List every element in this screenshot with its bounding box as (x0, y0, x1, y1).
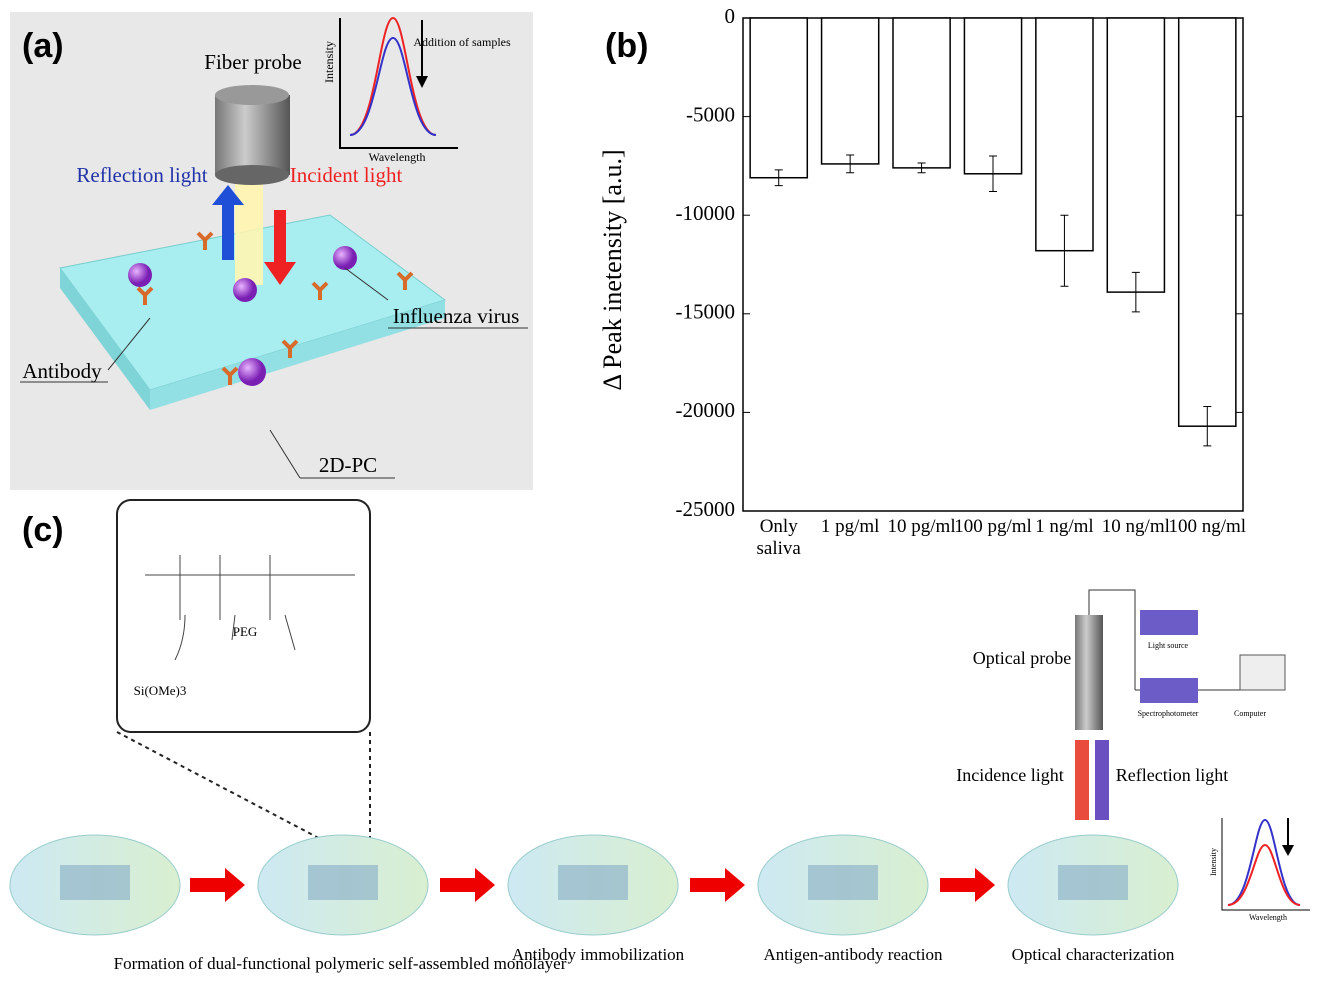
peg-label: PEG (233, 624, 258, 639)
computer-label: Computer (1234, 709, 1266, 718)
bar (1179, 18, 1236, 426)
inset-x: Wavelength (1249, 913, 1287, 922)
antibody-label: Antibody (22, 359, 102, 383)
panel-a: (a) Fiber probe Reflection light Inciden… (10, 12, 533, 490)
y-axis-label: Δ Peak inetensity [a.u.] (598, 149, 627, 390)
y-tick-label: -10000 (676, 201, 736, 225)
spectro-label: Spectrophotometer (1138, 709, 1199, 718)
y-tick-label: -15000 (676, 300, 736, 324)
virus-label: Influenza virus (393, 304, 520, 328)
bar (893, 18, 950, 168)
panel-label: (a) (22, 27, 64, 65)
step-label: Antibody immobilization (512, 945, 685, 964)
x-tick-label: 100 ng/ml (1162, 516, 1252, 538)
panel-c: (c) PEG Si(OMe)3 Optical probe Light sou… (10, 500, 1310, 973)
step-label: Antigen-antibody reaction (764, 945, 943, 964)
reflection-label: Reflection light (1116, 765, 1228, 785)
bar (1107, 18, 1164, 292)
inset-y: Intensity (1209, 848, 1218, 876)
source-label: Light source (1148, 641, 1189, 650)
y-tick-label: -25000 (676, 497, 736, 521)
bar (822, 18, 879, 164)
reflection-label: Reflection light (76, 163, 207, 187)
silane-label: Si(OMe)3 (134, 683, 187, 698)
probe-label: Fiber probe (204, 50, 301, 74)
inset-x: Wavelength (368, 150, 425, 164)
panel-b: (b) Δ Peak inetensity [a.u.] 0 -5000 -1000… (598, 4, 1243, 521)
inset-y: Intensity (322, 41, 336, 83)
y-tick-label: 0 (725, 4, 736, 28)
step-label: Formation of dual-functional polymeric s… (114, 954, 567, 973)
probe-label: Optical probe (973, 648, 1071, 668)
y-tick-label: -20000 (676, 398, 736, 422)
figure: (a) Fiber probe Reflection light Inciden… (0, 0, 1326, 988)
substrate-label: 2D-PC (319, 453, 377, 477)
incident-label: Incident light (290, 163, 403, 187)
incidence-label: Incidence light (956, 765, 1063, 785)
inset-note: Addition of samples (413, 35, 511, 49)
bar (750, 18, 807, 178)
page: (a) Fiber probe Reflection light Inciden… (0, 0, 1326, 988)
step-label: Optical characterization (1012, 945, 1175, 964)
panel-label: (b) (605, 27, 648, 65)
y-tick-label: -5000 (686, 102, 735, 126)
bar (964, 18, 1021, 174)
panel-label: (c) (22, 511, 64, 549)
